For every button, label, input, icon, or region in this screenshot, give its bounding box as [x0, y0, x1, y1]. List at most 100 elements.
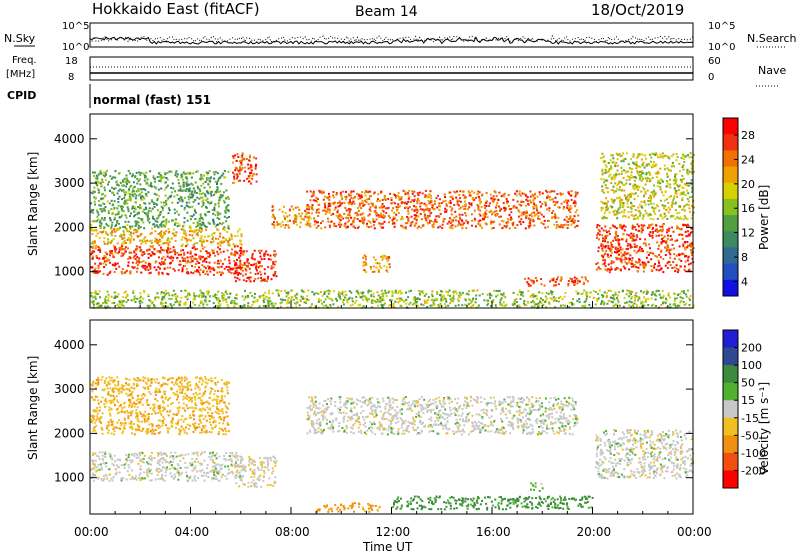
data-pixel [658, 269, 661, 272]
data-pixel [129, 197, 132, 200]
data-pixel [99, 262, 102, 265]
data-pixel [491, 213, 494, 216]
data-pixel [638, 248, 641, 251]
data-pixel [370, 294, 373, 297]
data-pixel [238, 265, 241, 268]
data-pixel [426, 195, 429, 198]
data-pixel [612, 304, 615, 307]
data-pixel [637, 165, 640, 168]
data-pixel [123, 234, 126, 236]
data-pixel [150, 241, 153, 244]
data-pixel [563, 200, 566, 203]
data-pixel [92, 240, 95, 243]
data-pixel [520, 292, 523, 295]
data-pixel [373, 224, 375, 227]
data-pixel [259, 265, 261, 268]
data-pixel [105, 263, 107, 266]
data-pixel [127, 299, 130, 301]
data-pixel [495, 204, 498, 207]
data-pixel [112, 191, 115, 194]
data-pixel [257, 272, 260, 275]
data-pixel [634, 217, 636, 220]
data-pixel [552, 210, 555, 213]
data-pixel [430, 299, 433, 302]
data-pixel [215, 296, 218, 299]
data-pixel [681, 233, 684, 236]
data-pixel [620, 255, 623, 258]
data-pixel [530, 213, 533, 216]
data-pixel [275, 275, 278, 278]
data-pixel [212, 252, 215, 255]
data-pixel [427, 298, 430, 301]
data-pixel [632, 265, 635, 268]
data-pixel [160, 201, 163, 204]
data-pixel [133, 210, 136, 213]
data-pixel [247, 175, 250, 178]
data-pixel [507, 194, 510, 196]
data-pixel [674, 175, 676, 178]
data-pixel [220, 240, 223, 243]
data-pixel [226, 216, 229, 219]
data-pixel [553, 204, 556, 207]
data-pixel [431, 295, 434, 298]
data-pixel [618, 304, 621, 307]
data-pixel [172, 228, 175, 231]
data-pixel [182, 265, 185, 268]
data-pixel [671, 161, 674, 164]
data-pixel [178, 184, 181, 187]
data-pixel [629, 193, 632, 196]
data-pixel [310, 207, 313, 210]
data-pixel [105, 222, 108, 225]
data-pixel [485, 201, 488, 204]
data-pixel [682, 245, 685, 248]
data-pixel [424, 189, 427, 192]
data-pixel [268, 303, 271, 306]
data-pixel [222, 236, 225, 239]
data-pixel [383, 215, 386, 218]
data-pixel [227, 197, 230, 200]
data-pixel [418, 292, 421, 295]
nsearch-tick-top: 10^5 [708, 21, 735, 32]
data-pixel [398, 290, 400, 293]
data-pixel [649, 224, 652, 227]
data-pixel [341, 202, 344, 205]
data-pixel [314, 199, 317, 202]
data-pixel [149, 300, 152, 303]
data-pixel [112, 245, 115, 247]
data-pixel [146, 214, 149, 217]
data-pixel [243, 304, 246, 307]
data-pixel [135, 253, 138, 256]
data-pixel [448, 191, 451, 194]
data-pixel [153, 177, 156, 180]
data-pixel [299, 221, 302, 224]
data-pixel [585, 293, 588, 296]
data-pixel [159, 211, 162, 214]
data-pixel [322, 304, 325, 307]
data-pixel [666, 173, 669, 176]
data-pixel [140, 253, 143, 256]
data-pixel [284, 218, 287, 221]
data-pixel [382, 226, 385, 229]
data-pixel [393, 211, 396, 214]
data-pixel [574, 205, 577, 208]
data-pixel [159, 251, 162, 254]
data-pixel [550, 293, 553, 296]
data-pixel [461, 213, 464, 216]
data-pixel [169, 303, 172, 306]
data-pixel [640, 158, 643, 161]
data-pixel [118, 248, 121, 251]
data-pixel [481, 194, 483, 197]
data-pixel [651, 152, 654, 155]
data-pixel [200, 196, 203, 199]
data-pixel [134, 297, 137, 300]
data-pixel [180, 290, 183, 292]
data-pixel [395, 196, 398, 199]
data-pixel [623, 258, 626, 261]
data-pixel [417, 225, 420, 228]
data-pixel [637, 186, 640, 189]
data-pixel [273, 221, 275, 223]
data-pixel [458, 200, 461, 203]
data-pixel [345, 227, 348, 230]
data-pixel [668, 248, 670, 251]
data-pixel [633, 188, 636, 190]
